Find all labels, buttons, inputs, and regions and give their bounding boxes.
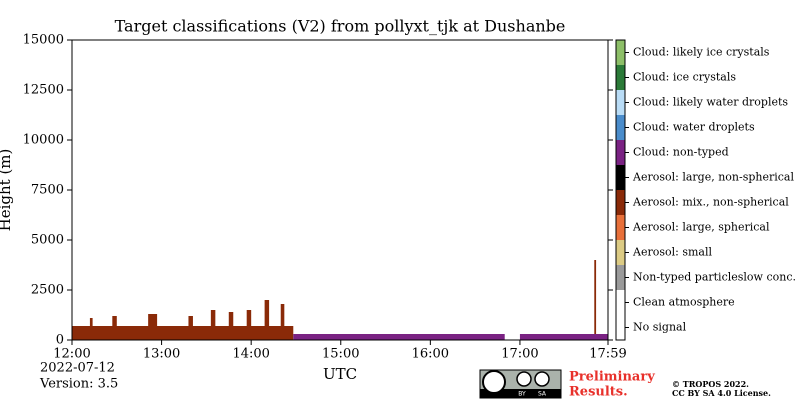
class-region <box>280 304 285 340</box>
colorbar-frame <box>615 39 626 341</box>
version: Version: 3.5 <box>39 377 118 392</box>
y-tick-label: 10000 <box>23 133 64 148</box>
legend-label: Cloud: ice crystals <box>633 71 736 84</box>
cc-badge: BY SA <box>479 369 562 399</box>
colorbar-segment <box>616 165 625 190</box>
class-region <box>293 334 505 340</box>
x-tick-label: 16:00 <box>412 347 449 362</box>
badge-cc <box>482 370 506 394</box>
y-axis-label: Height (m) <box>0 149 14 232</box>
legend-label: Cloud: likely water droplets <box>633 96 788 109</box>
colorbar-segment <box>616 265 625 290</box>
colorbar-segment <box>616 215 625 240</box>
class-region <box>519 334 608 340</box>
plot-frame <box>71 39 609 341</box>
legend-label: Cloud: likely ice crystals <box>633 46 770 59</box>
colorbar-segment <box>616 290 625 315</box>
colorbar-segment <box>616 40 625 65</box>
badge-label: BY <box>518 391 526 398</box>
status-text: Results. <box>569 385 628 400</box>
legend-label: Cloud: non-typed <box>633 146 729 159</box>
copyright: © TROPOS 2022. <box>672 379 749 389</box>
colorbar-segment <box>616 90 625 115</box>
x-tick-label: 14:00 <box>232 347 269 362</box>
y-tick-label: 0 <box>56 333 64 348</box>
legend-label: Cloud: water droplets <box>633 121 755 134</box>
class-region <box>246 310 252 340</box>
class-region <box>210 310 216 340</box>
y-tick-label: 2500 <box>31 283 64 298</box>
class-region <box>594 260 597 340</box>
legend-label: No signal <box>633 321 687 334</box>
colorbar-segment <box>616 240 625 265</box>
class-region <box>264 300 270 340</box>
y-tick-label: 12500 <box>23 83 64 98</box>
legend-label: Aerosol: small <box>632 246 712 259</box>
legend-label: Non-typed particleslow conc. <box>633 271 796 284</box>
x-tick-label: 13:00 <box>143 347 180 362</box>
badge-by <box>516 371 532 387</box>
badge-sa <box>534 371 550 387</box>
date: 2022-07-12 <box>40 361 115 376</box>
colorbar-segment <box>616 140 625 165</box>
colorbar-segment <box>616 315 625 340</box>
legend-label: Aerosol: large, spherical <box>632 221 770 234</box>
class-region <box>112 316 117 340</box>
badge-label: SA <box>538 391 547 398</box>
class-region <box>72 326 294 340</box>
colorbar-segment <box>616 115 625 140</box>
class-region <box>228 312 234 340</box>
class-region <box>89 318 93 340</box>
chart-title: Target classifications (V2) from pollyxt… <box>115 17 566 36</box>
y-tick-label: 7500 <box>31 183 64 198</box>
x-tick-label: 12:00 <box>53 347 90 362</box>
x-axis-label: UTC <box>323 365 357 383</box>
legend-label: Aerosol: large, non-spherical <box>632 171 794 184</box>
colorbar-segment <box>616 65 625 90</box>
status-text: Preliminary <box>569 370 655 385</box>
x-tick-label: 17:59 <box>589 347 626 362</box>
class-region <box>148 314 158 340</box>
x-tick-label: 17:00 <box>501 347 538 362</box>
y-tick-label: 5000 <box>31 233 64 248</box>
legend-label: Aerosol: mix., non-spherical <box>632 196 789 209</box>
license: CC BY SA 4.0 License. <box>672 388 771 398</box>
y-tick-label: 15000 <box>23 33 64 48</box>
class-region <box>188 316 193 340</box>
badge-strip <box>480 389 561 398</box>
x-tick-label: 15:00 <box>322 347 359 362</box>
colorbar-segment <box>616 190 625 215</box>
legend-label: Clean atmosphere <box>633 296 735 309</box>
